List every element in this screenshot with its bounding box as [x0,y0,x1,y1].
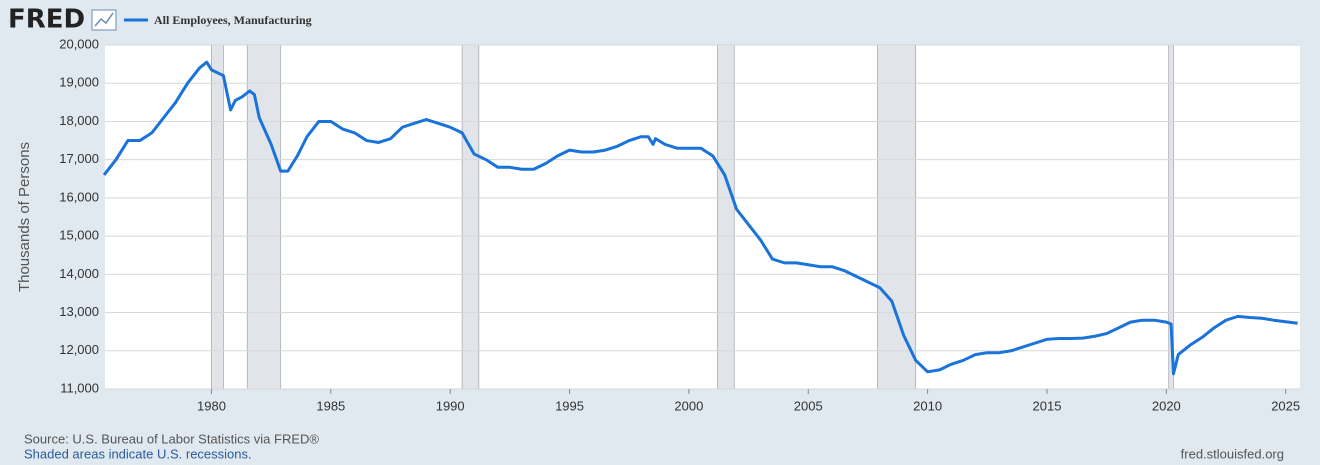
y-tick-label: 18,000 [59,113,99,128]
x-tick-label: 1985 [316,398,345,413]
x-tick-label: 2010 [913,398,942,413]
recession-shade [717,44,735,390]
y-tick-label: 11,000 [60,380,99,395]
recession-shade [246,44,282,390]
source: Source: U.S. Bureau of Labor Statistics … [24,431,319,446]
y-tick-label: 14,000 [59,266,99,281]
x-tick-label: 2005 [794,398,823,413]
y-tick-label: 17,000 [59,151,99,166]
x-tick-label: 2025 [1271,398,1300,413]
x-tick-label: 1980 [197,398,226,413]
url: fred.stlouisfed.org [1181,446,1284,461]
y-tick-label: 16,000 [59,189,99,204]
y-tick-label: 12,000 [59,342,99,357]
recession-shade [211,44,224,390]
x-tick-label: 2020 [1152,398,1181,413]
recession-shade [877,44,917,390]
x-tick-label: 1995 [555,398,584,413]
y-axis-label: Thousands of Persons [16,142,33,292]
y-tick-label: 20,000 [59,36,99,51]
x-tick-label: 1990 [436,398,465,413]
y-tick-label: 15,000 [59,228,99,243]
x-tick-label: 2015 [1033,398,1062,413]
x-tick-label: 2000 [674,398,703,413]
note: Shaded areas indicate U.S. recessions. [24,446,252,461]
plot-area [105,45,1300,389]
y-tick-label: 19,000 [59,75,99,90]
logo-icon [91,9,117,31]
logo: FRED [8,5,85,35]
legend-label: All Employees, Manufacturing [154,13,312,27]
y-tick-label: 13,000 [59,304,99,319]
series-line [102,60,1298,376]
recession-shade [461,44,480,390]
